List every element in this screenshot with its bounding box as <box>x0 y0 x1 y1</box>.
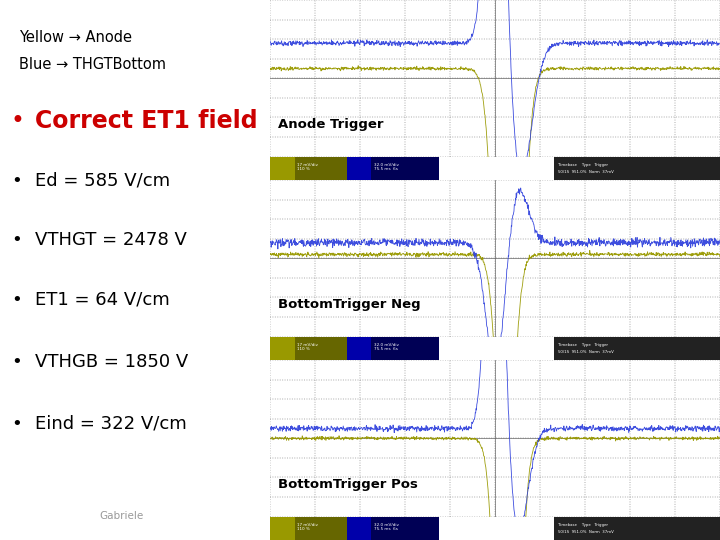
Text: •: • <box>11 291 22 309</box>
Bar <box>554 157 720 180</box>
Text: Timebase    Type   Trigger: Timebase Type Trigger <box>558 163 608 167</box>
Text: 17 mV/div
110 %: 17 mV/div 110 % <box>297 523 318 531</box>
Text: 32.0 mV/div
75.5 ms  6s: 32.0 mV/div 75.5 ms 6s <box>374 523 398 531</box>
Text: 32.0 mV/div
75.5 ms  6s: 32.0 mV/div 75.5 ms 6s <box>374 343 398 352</box>
Text: Gabriele: Gabriele <box>99 511 143 521</box>
Text: •: • <box>11 110 24 133</box>
Text: Eind = 322 V/cm: Eind = 322 V/cm <box>35 415 187 433</box>
Text: Timebase    Type   Trigger: Timebase Type Trigger <box>558 523 608 527</box>
Text: Ed = 585 V/cm: Ed = 585 V/cm <box>35 172 170 190</box>
Text: 50/1S  951.0%  Norm  37mV: 50/1S 951.0% Norm 37mV <box>558 530 613 534</box>
Text: Anode Trigger: Anode Trigger <box>278 118 384 131</box>
Bar <box>294 517 346 540</box>
Text: 17 mV/div
110 %: 17 mV/div 110 % <box>297 163 318 171</box>
Text: •: • <box>11 231 22 249</box>
Text: •: • <box>11 172 22 190</box>
Bar <box>346 157 372 180</box>
Text: 32.0 mV/div
75.5 ms  6s: 32.0 mV/div 75.5 ms 6s <box>374 163 398 171</box>
Text: BottomTrigger Neg: BottomTrigger Neg <box>278 298 420 311</box>
Text: Yellow → Anode: Yellow → Anode <box>19 30 132 45</box>
Text: Timebase    Type   Trigger: Timebase Type Trigger <box>558 343 608 347</box>
Bar <box>554 336 720 360</box>
Text: ET1 = 64 V/cm: ET1 = 64 V/cm <box>35 291 170 309</box>
Text: Blue → THGTBottom: Blue → THGTBottom <box>19 57 166 72</box>
Bar <box>372 517 438 540</box>
Text: 50/1S  951.0%  Norm  37mV: 50/1S 951.0% Norm 37mV <box>558 350 613 354</box>
Text: VTHGT = 2478 V: VTHGT = 2478 V <box>35 231 187 249</box>
Bar <box>554 517 720 540</box>
Text: VTHGB = 1850 V: VTHGB = 1850 V <box>35 353 189 371</box>
Text: •: • <box>11 353 22 371</box>
Text: •: • <box>11 415 22 433</box>
Text: Correct ET1 field: Correct ET1 field <box>35 110 258 133</box>
Bar <box>270 336 294 360</box>
Text: BottomTrigger Pos: BottomTrigger Pos <box>278 478 418 491</box>
Text: 17 mV/div
110 %: 17 mV/div 110 % <box>297 343 318 352</box>
Bar <box>346 517 372 540</box>
Bar <box>346 336 372 360</box>
Bar <box>372 157 438 180</box>
Bar <box>270 157 294 180</box>
Text: 50/1S  951.0%  Norm  37mV: 50/1S 951.0% Norm 37mV <box>558 170 613 174</box>
Bar <box>294 336 346 360</box>
Bar <box>372 336 438 360</box>
Bar <box>294 157 346 180</box>
Bar <box>270 517 294 540</box>
